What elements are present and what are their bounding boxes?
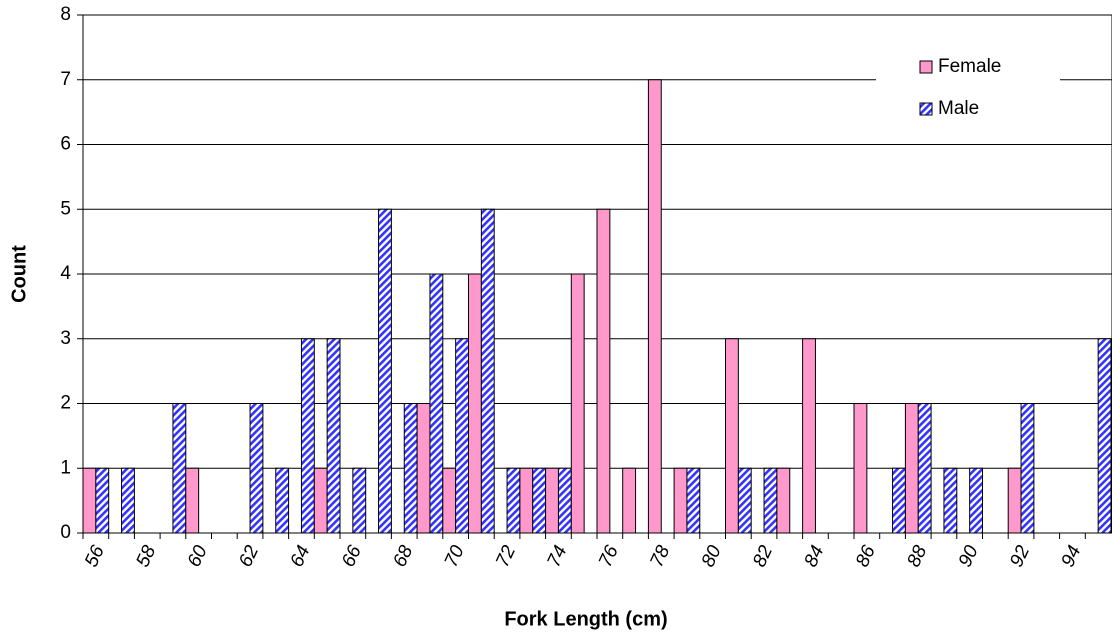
y-tick-label: 1 (60, 457, 71, 478)
bar (532, 467, 547, 534)
bar (429, 273, 444, 534)
bar (300, 338, 315, 534)
bar (917, 403, 932, 534)
bar (763, 467, 778, 534)
x-tick-label: 62 (235, 542, 263, 570)
bar (121, 467, 135, 534)
y-tick-label: 6 (60, 134, 71, 155)
bar (647, 79, 662, 534)
legend-label: Male (938, 98, 979, 119)
legend-swatch (919, 60, 933, 74)
x-tick-label: 60 (184, 542, 212, 570)
bar (853, 403, 868, 534)
y-tick-label: 7 (60, 69, 71, 90)
bar (622, 467, 637, 534)
bar (737, 467, 752, 534)
legend-box (876, 48, 1060, 132)
bar (904, 403, 919, 534)
x-tick-label: 74 (544, 542, 572, 570)
x-tick-label: 88 (903, 542, 931, 570)
bar (506, 467, 521, 534)
bar (275, 467, 290, 534)
bar (1020, 403, 1035, 534)
bar (403, 403, 418, 534)
bar (378, 208, 392, 534)
bar (969, 467, 984, 534)
bar (519, 467, 534, 534)
bar (943, 467, 958, 534)
y-tick-label: 2 (60, 393, 71, 414)
bar (313, 467, 328, 534)
bar (892, 467, 906, 534)
x-tick-label: 72 (492, 542, 520, 570)
bar (172, 403, 187, 534)
x-tick-label: 64 (287, 542, 315, 570)
bar (249, 403, 264, 534)
y-tick-label: 0 (60, 522, 71, 543)
x-tick-label: 82 (749, 542, 777, 570)
y-tick-label: 4 (60, 263, 71, 284)
x-tick-label: 56 (81, 542, 109, 570)
bar (545, 467, 559, 534)
x-tick-label: 84 (801, 542, 829, 570)
y-tick-label: 5 (60, 198, 71, 219)
y-axis-title: Count (8, 245, 30, 303)
legend-label: Female (938, 56, 1001, 77)
bar (802, 338, 816, 534)
x-tick-label: 58 (132, 542, 160, 570)
bar (185, 467, 200, 534)
y-tick-label: 8 (60, 4, 71, 25)
x-tick-label: 92 (1006, 542, 1034, 570)
y-tick-label: 3 (60, 328, 71, 349)
bar (95, 467, 110, 534)
bar (455, 338, 469, 534)
bar (686, 467, 701, 534)
bar (352, 467, 367, 534)
bar (326, 338, 341, 534)
x-axis-title: Fork Length (cm) (504, 608, 667, 630)
bar (416, 403, 431, 534)
bar (673, 467, 688, 534)
bar (596, 208, 611, 534)
x-tick-label: 78 (646, 542, 674, 570)
bar (725, 338, 739, 534)
x-tick-label: 94 (1058, 542, 1086, 570)
x-tick-label: 70 (441, 542, 469, 570)
bar (82, 467, 97, 534)
bar (570, 273, 585, 534)
bar (557, 467, 572, 534)
bar (480, 208, 495, 534)
x-tick-label: 90 (955, 542, 983, 570)
x-tick-label: 76 (595, 542, 623, 570)
bar (776, 467, 791, 534)
x-tick-label: 66 (338, 542, 366, 570)
bar (468, 273, 482, 534)
bar (1007, 467, 1022, 534)
x-tick-label: 86 (852, 542, 880, 570)
legend-swatch (919, 102, 933, 116)
x-tick-label: 80 (698, 542, 726, 570)
bar (1097, 338, 1112, 534)
x-tick-label: 68 (389, 542, 417, 570)
bar (442, 467, 457, 534)
